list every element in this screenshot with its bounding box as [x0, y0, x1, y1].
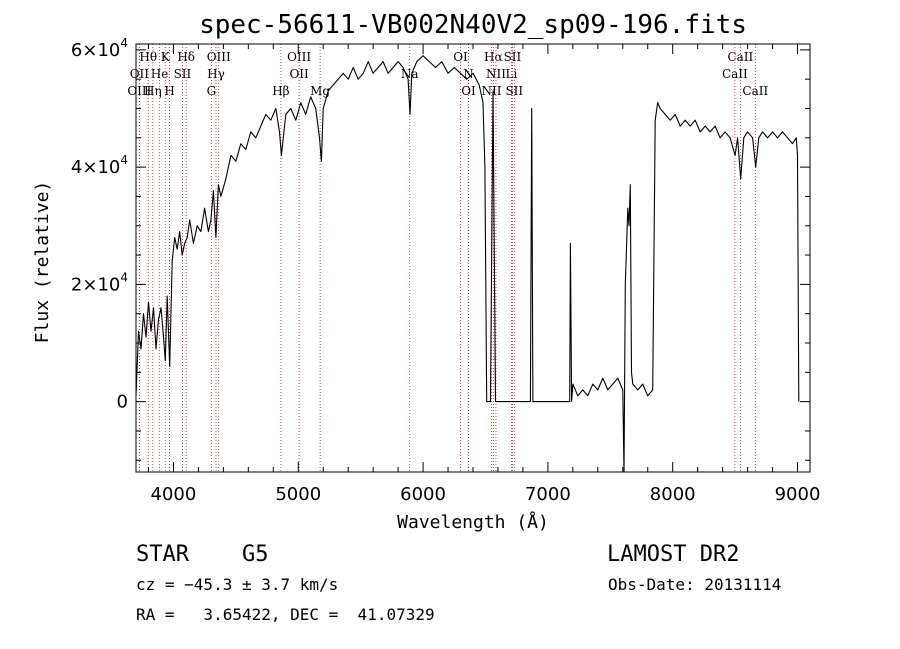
spectral-line-label: He: [151, 67, 169, 81]
spectral-line-label: Hη: [144, 84, 162, 98]
survey-name: LAMOST DR2: [607, 542, 739, 567]
spectral-line-label: Hβ: [272, 84, 289, 98]
x-tick-label: 4000: [151, 484, 197, 505]
spectral-line-label: H: [164, 84, 174, 98]
observation-date: Obs-Date: 20131114: [608, 575, 781, 594]
y-axis-label: Flux (relative): [32, 181, 53, 344]
spectral-line-label: Li: [506, 67, 518, 81]
spectral-line-label: CaII: [727, 50, 753, 64]
y-tick-label: 2×104: [71, 270, 128, 295]
x-tick-label: 7000: [525, 484, 571, 505]
object-subclass: G5: [242, 542, 269, 567]
spectral-line-label: SII: [174, 67, 192, 81]
y-axis-ticks: 0 2×104 4×104 6×104: [71, 36, 810, 461]
spectral-line-label: SII: [505, 84, 523, 98]
object-class: STAR: [136, 542, 190, 567]
x-tick-label: 9000: [775, 484, 821, 505]
spectral-line-label: SII: [504, 50, 522, 64]
spectral-line-label: CaII: [722, 67, 748, 81]
x-tick-label: 5000: [275, 484, 321, 505]
spectral-line-label: NII: [481, 84, 501, 98]
coordinates: RA = 3.65422, DEC = 41.07329: [136, 605, 435, 624]
spectral-line-label: K: [161, 50, 171, 64]
spectral-line-label: Hα: [484, 50, 503, 64]
x-axis-label: Wavelength (Å): [397, 511, 549, 533]
y-tick-label: 0: [117, 392, 128, 413]
spectral-line-label: CaII: [742, 84, 768, 98]
redshift-cz: cz = −45.3 ± 3.7 km/s: [136, 575, 338, 594]
x-tick-label: 8000: [650, 484, 696, 505]
spectral-line-label: OIII: [207, 50, 231, 64]
spectral-line-label: G: [207, 84, 217, 98]
spectral-line-label: OI: [461, 84, 476, 98]
y-tick-label: 4×104: [71, 153, 128, 178]
spectral-line-label: Hδ: [177, 50, 195, 64]
x-tick-label: 6000: [400, 484, 446, 505]
spectral-line-label: Mg: [310, 84, 330, 98]
spectral-line-label: Hγ: [207, 67, 225, 81]
spectral-line-label: Hθ: [139, 50, 157, 64]
x-axis-ticks: 4000 5000 6000 7000 8000 9000: [147, 44, 821, 505]
spectral-line-label: OIII: [127, 84, 151, 98]
spectrum-series: [135, 55, 800, 473]
plot-frame: [135, 43, 811, 473]
spectrum-line: [135, 55, 800, 473]
chart-title: spec-56611-VB002N40V2_sp09-196.fits: [199, 10, 747, 40]
spectral-line-label: Na: [401, 67, 419, 81]
spectral-line-label: OII: [289, 67, 309, 81]
y-tick-label: 6×104: [71, 36, 128, 61]
spectral-line-label: NII: [486, 67, 506, 81]
spectral-line-label: OI: [453, 50, 468, 64]
